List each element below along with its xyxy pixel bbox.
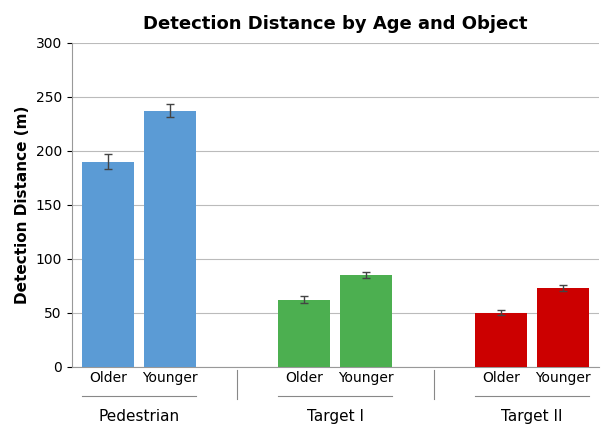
Bar: [537, 288, 589, 367]
Bar: [144, 111, 196, 367]
Text: Target II: Target II: [501, 409, 562, 424]
Title: Detection Distance by Age and Object: Detection Distance by Age and Object: [143, 15, 527, 33]
Text: Pedestrian: Pedestrian: [98, 409, 179, 424]
Y-axis label: Detection Distance (m): Detection Distance (m): [15, 105, 30, 304]
Bar: [82, 161, 134, 367]
Bar: [475, 312, 527, 367]
Bar: [279, 299, 330, 367]
Text: Target I: Target I: [307, 409, 364, 424]
Bar: [341, 275, 392, 367]
